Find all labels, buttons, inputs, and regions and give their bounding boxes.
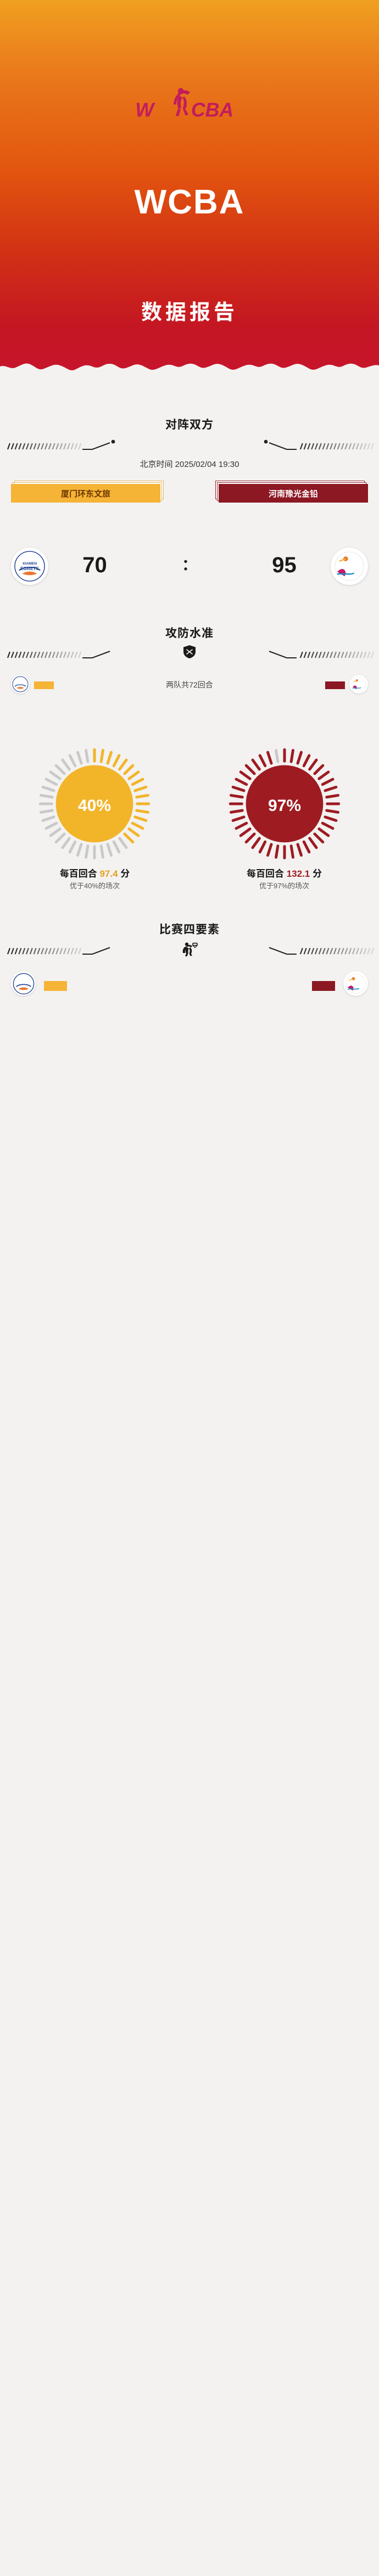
svg-text:W: W xyxy=(135,99,155,121)
svg-text:40%: 40% xyxy=(78,797,111,815)
svg-text:CBA: CBA xyxy=(191,99,233,121)
svg-text:97%: 97% xyxy=(268,797,301,815)
